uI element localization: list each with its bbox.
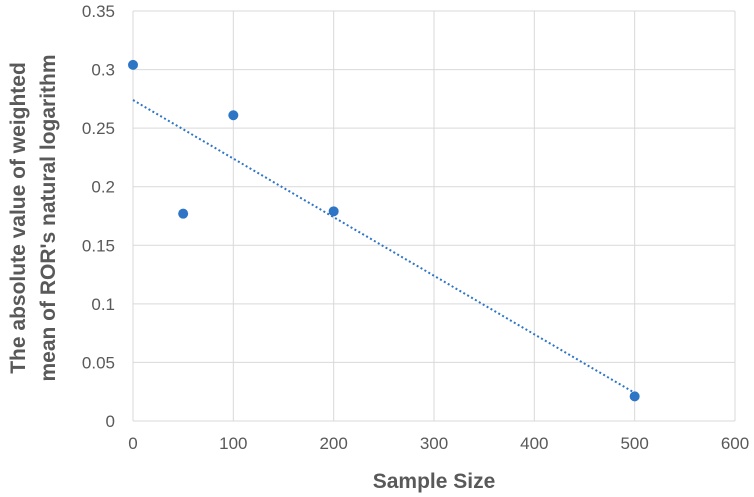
x-tick-label: 400 [520, 434, 548, 453]
x-tick-label: 500 [620, 434, 648, 453]
y-tick-label: 0.25 [82, 119, 115, 138]
linear-trendline [132, 99, 636, 394]
data-point [328, 206, 339, 217]
y-axis-title-line-1: The absolute value of weighted [7, 62, 30, 374]
y-axis-tick-labels: 0 0.05 0.1 0.15 0.2 0.25 0.3 0.35 [82, 2, 115, 431]
trendline-layer [132, 99, 636, 394]
x-tick-label: 300 [420, 434, 448, 453]
y-tick-label: 0.3 [91, 61, 115, 80]
x-tick-label: 600 [721, 434, 749, 453]
x-tick-label: 200 [319, 434, 347, 453]
data-points [128, 59, 640, 402]
x-tick-label: 0 [128, 434, 137, 453]
data-point [178, 208, 189, 219]
y-tick-label: 0.35 [82, 2, 115, 21]
y-tick-label: 0 [106, 412, 115, 431]
y-tick-label: 0.1 [91, 295, 115, 314]
x-axis-tick-labels: 0 100 200 300 400 500 600 [128, 434, 749, 453]
y-tick-label: 0.2 [91, 178, 115, 197]
data-point [128, 59, 138, 70]
x-tick-label: 100 [219, 434, 247, 453]
data-point [629, 391, 640, 402]
y-tick-label: 0.05 [82, 353, 115, 372]
y-axis-title-line-2: mean of ROR's natural logarithm [37, 54, 60, 381]
data-point [228, 110, 239, 121]
x-axis-title: Sample Size [373, 470, 496, 493]
grid-lines [132, 10, 736, 422]
y-tick-label: 0.15 [82, 236, 115, 255]
y-axis-title: The absolute value of weighted mean of R… [7, 54, 60, 381]
